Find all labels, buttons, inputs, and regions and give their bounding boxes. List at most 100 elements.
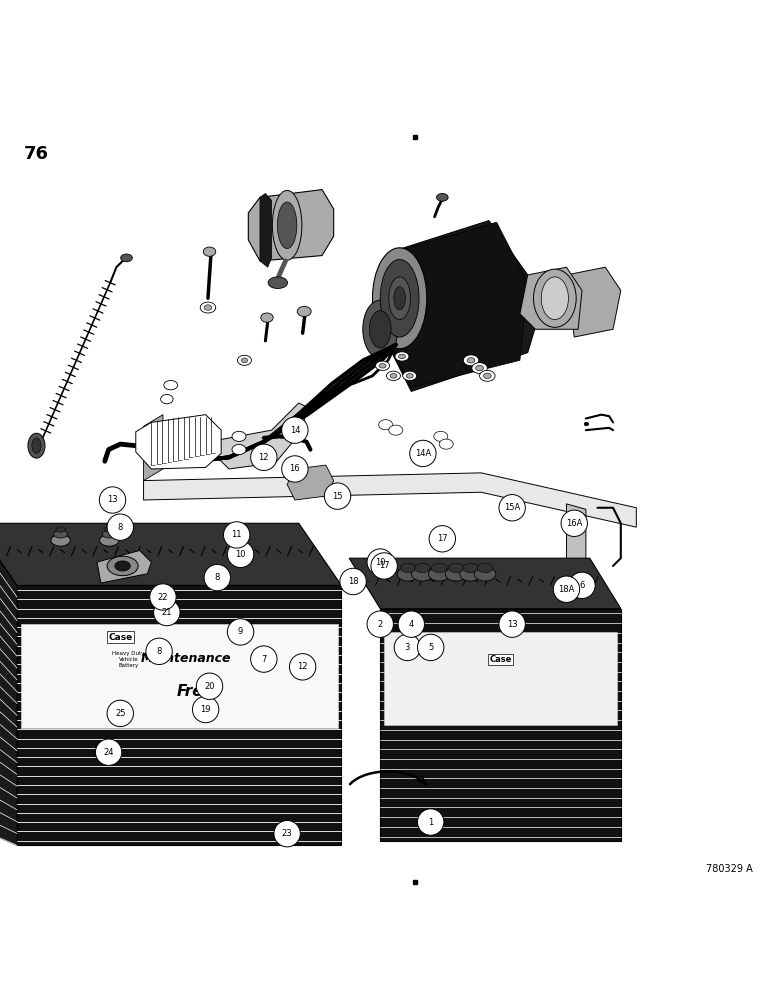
- Polygon shape: [384, 632, 617, 725]
- Circle shape: [367, 611, 393, 637]
- Text: 14A: 14A: [415, 449, 431, 458]
- Ellipse shape: [297, 306, 311, 316]
- Polygon shape: [349, 558, 621, 609]
- Ellipse shape: [386, 371, 400, 380]
- Circle shape: [227, 541, 254, 568]
- Polygon shape: [144, 415, 163, 481]
- Circle shape: [429, 526, 456, 552]
- Circle shape: [154, 599, 180, 626]
- Text: 18: 18: [348, 577, 359, 586]
- Ellipse shape: [237, 355, 251, 365]
- Text: 19: 19: [200, 705, 211, 714]
- Circle shape: [99, 487, 126, 513]
- Circle shape: [204, 564, 230, 591]
- Text: 11: 11: [231, 530, 242, 539]
- Text: Case: Case: [109, 633, 133, 642]
- Ellipse shape: [445, 567, 467, 581]
- Ellipse shape: [399, 354, 406, 359]
- Text: 21: 21: [161, 608, 172, 617]
- Text: 20: 20: [204, 682, 215, 691]
- Text: 12: 12: [297, 662, 308, 671]
- Ellipse shape: [372, 248, 427, 349]
- Ellipse shape: [115, 561, 130, 571]
- Ellipse shape: [161, 394, 173, 404]
- Circle shape: [196, 673, 223, 699]
- Polygon shape: [520, 267, 582, 329]
- Ellipse shape: [105, 527, 114, 532]
- Polygon shape: [217, 403, 307, 469]
- Circle shape: [146, 638, 172, 665]
- Text: 16A: 16A: [566, 519, 583, 528]
- Circle shape: [553, 576, 580, 602]
- Ellipse shape: [376, 361, 390, 370]
- Circle shape: [417, 809, 444, 835]
- Text: 13: 13: [107, 495, 118, 504]
- Text: 76: 76: [23, 145, 48, 163]
- Circle shape: [367, 549, 393, 575]
- Circle shape: [398, 611, 424, 637]
- Circle shape: [561, 510, 587, 536]
- Ellipse shape: [232, 431, 246, 441]
- Text: 15: 15: [332, 492, 343, 501]
- Text: 18A: 18A: [558, 585, 575, 594]
- Circle shape: [192, 696, 219, 723]
- Text: 17: 17: [379, 561, 390, 570]
- Polygon shape: [144, 473, 636, 527]
- Text: 24: 24: [103, 748, 114, 757]
- Polygon shape: [0, 523, 341, 585]
- Text: 16: 16: [289, 464, 300, 473]
- Ellipse shape: [390, 374, 397, 378]
- Polygon shape: [21, 624, 338, 728]
- Text: 6: 6: [580, 581, 584, 590]
- Circle shape: [417, 634, 444, 661]
- Ellipse shape: [403, 371, 417, 380]
- Polygon shape: [17, 585, 341, 845]
- Ellipse shape: [474, 567, 496, 581]
- Ellipse shape: [436, 193, 448, 201]
- Circle shape: [282, 417, 308, 443]
- Ellipse shape: [268, 277, 288, 289]
- Circle shape: [569, 572, 595, 599]
- Ellipse shape: [56, 527, 65, 532]
- Ellipse shape: [395, 352, 409, 361]
- Polygon shape: [97, 550, 151, 583]
- Text: 10: 10: [235, 550, 246, 559]
- Circle shape: [499, 495, 525, 521]
- Polygon shape: [287, 465, 334, 500]
- Ellipse shape: [261, 313, 273, 322]
- Ellipse shape: [200, 302, 216, 313]
- Text: 7: 7: [262, 655, 266, 664]
- Ellipse shape: [204, 305, 212, 310]
- Ellipse shape: [439, 439, 453, 449]
- Ellipse shape: [278, 202, 296, 249]
- Circle shape: [499, 611, 525, 637]
- Ellipse shape: [164, 380, 178, 390]
- Circle shape: [410, 440, 436, 467]
- Ellipse shape: [99, 535, 119, 546]
- Ellipse shape: [54, 530, 68, 538]
- Text: Heavy Duty
Vehicle
Battery: Heavy Duty Vehicle Battery: [113, 651, 145, 668]
- Circle shape: [289, 654, 316, 680]
- Circle shape: [227, 619, 254, 645]
- Circle shape: [150, 584, 176, 610]
- Ellipse shape: [431, 563, 447, 573]
- Circle shape: [251, 444, 277, 471]
- Polygon shape: [380, 609, 621, 841]
- Text: 8: 8: [215, 573, 220, 582]
- Ellipse shape: [232, 445, 246, 455]
- Ellipse shape: [462, 563, 478, 573]
- Text: Maintenance: Maintenance: [140, 652, 231, 665]
- Text: 9: 9: [238, 627, 243, 636]
- Circle shape: [394, 634, 421, 661]
- Text: Free: Free: [177, 684, 214, 699]
- Ellipse shape: [393, 287, 406, 310]
- Ellipse shape: [411, 567, 433, 581]
- Ellipse shape: [400, 563, 416, 573]
- Ellipse shape: [414, 563, 430, 573]
- Text: 3: 3: [405, 643, 410, 652]
- Polygon shape: [0, 523, 17, 845]
- Circle shape: [95, 739, 122, 765]
- Ellipse shape: [428, 567, 450, 581]
- Circle shape: [251, 646, 277, 672]
- Ellipse shape: [28, 433, 45, 458]
